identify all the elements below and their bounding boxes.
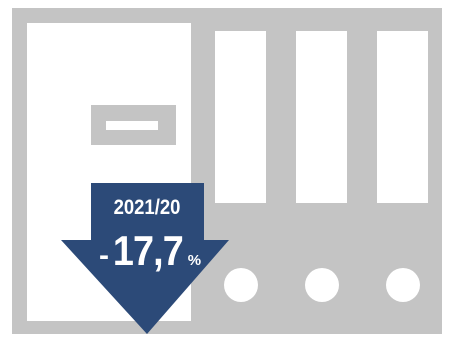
change-unit: %: [187, 252, 202, 269]
indicator-light-3: [386, 268, 420, 302]
indicator-light-2: [305, 268, 339, 302]
drive-bay-2: [296, 31, 347, 203]
change-number: 17,7: [112, 227, 184, 274]
door-handle-slot: [106, 121, 158, 130]
drive-bay-1: [215, 31, 266, 203]
down-arrow-icon: [61, 183, 229, 334]
change-value: -17,7%: [90, 228, 210, 284]
indicator-light-1: [224, 268, 258, 302]
change-sign: -: [98, 239, 109, 272]
drive-bay-3: [377, 31, 428, 203]
period-label: 2021/20: [113, 196, 181, 219]
